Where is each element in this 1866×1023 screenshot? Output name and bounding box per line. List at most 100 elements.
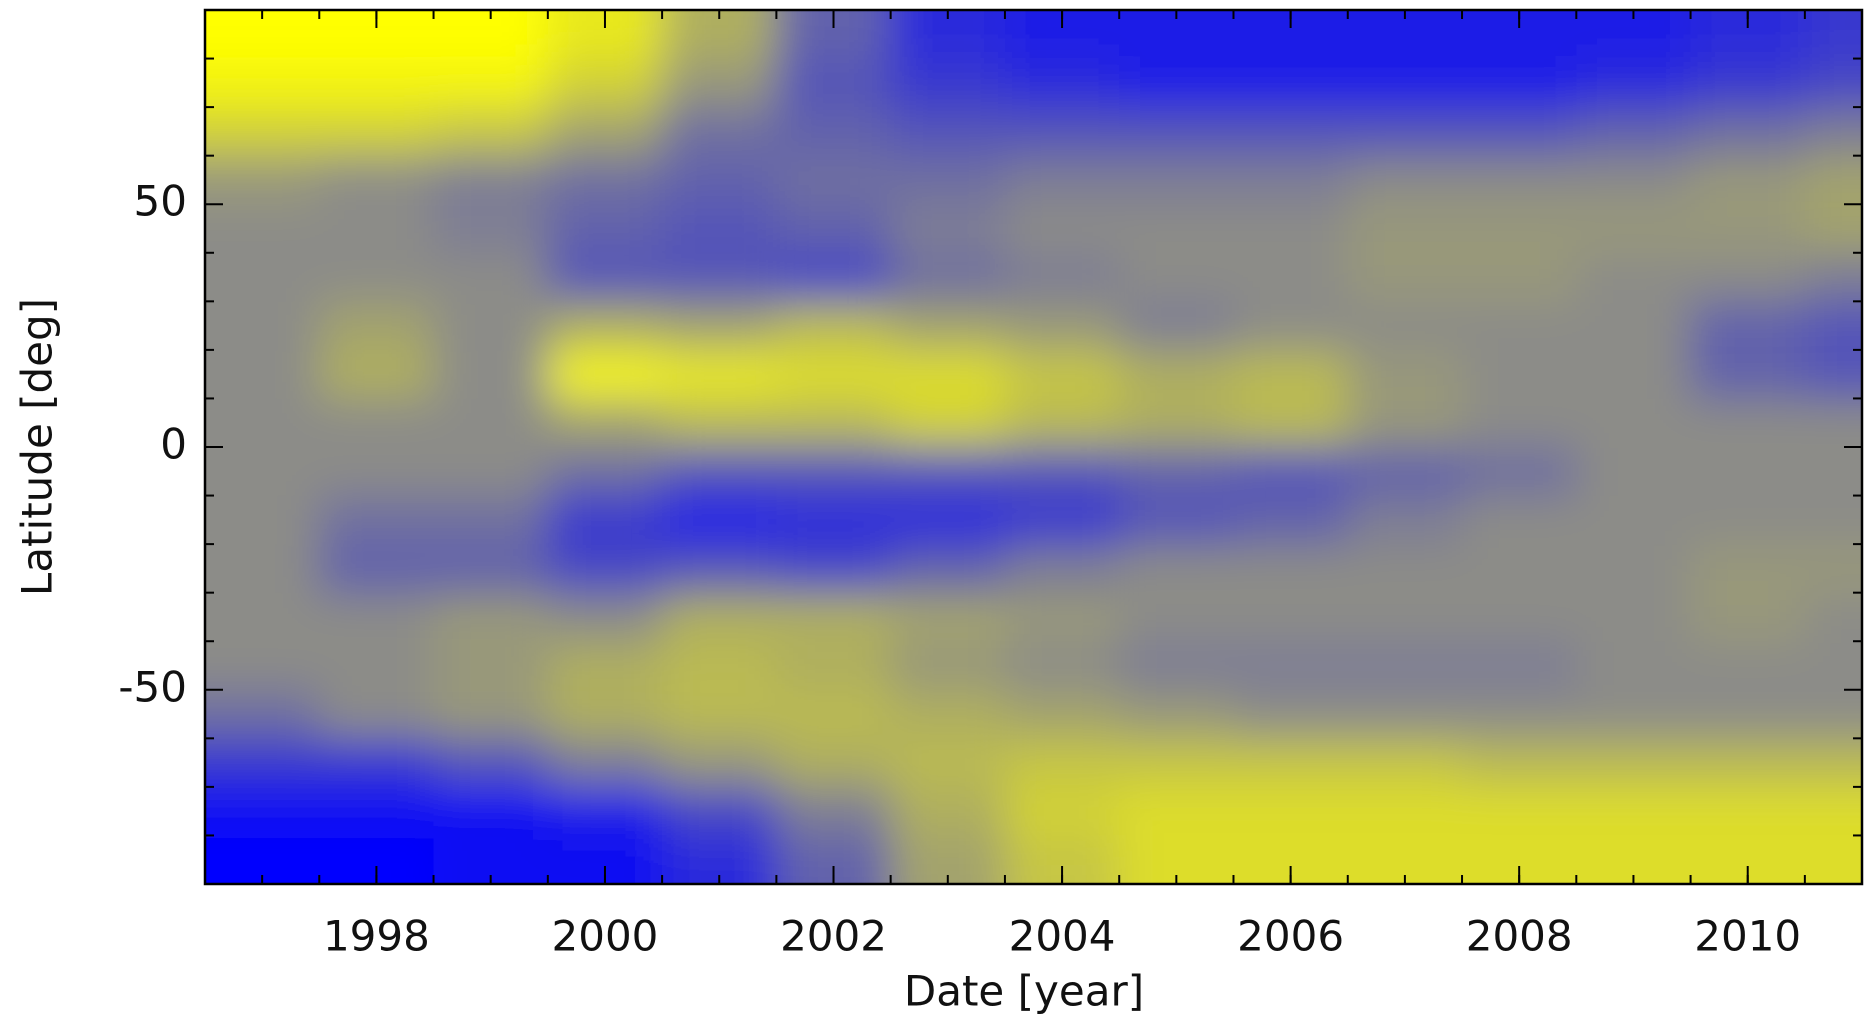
- heatmap-cell: [776, 155, 892, 205]
- heatmap-cell: [205, 58, 320, 108]
- heatmap-cell: [1462, 689, 1577, 739]
- heatmap-cell: [1576, 155, 1692, 205]
- heatmap-cell: [1462, 252, 1577, 302]
- heatmap-cell: [890, 689, 1006, 739]
- heatmap-cell: [1462, 398, 1577, 448]
- heatmap-cell: [433, 689, 549, 739]
- heatmap-cell: [1233, 447, 1349, 497]
- heatmap-cell: [890, 349, 1006, 399]
- heatmap-cell: [1119, 544, 1234, 594]
- heatmap-cell: [1690, 107, 1806, 157]
- heatmap-cell: [890, 447, 1006, 497]
- heatmap-cell: [433, 349, 549, 399]
- heatmap-cell: [1119, 155, 1234, 205]
- heatmap-cell: [319, 447, 435, 497]
- heatmap-cell: [1119, 58, 1234, 108]
- heatmap-cell: [547, 447, 663, 497]
- heatmap-cell: [1119, 738, 1234, 788]
- heatmap-cell: [1690, 689, 1806, 739]
- y-tick-label: 50: [134, 177, 187, 226]
- heatmap-cell: [433, 738, 549, 788]
- heatmap-cells: [205, 10, 1862, 884]
- heatmap-cell: [1576, 204, 1692, 254]
- heatmap-cell: [1119, 689, 1234, 739]
- heatmap-cell: [1119, 398, 1234, 448]
- heatmap-cell: [890, 786, 1006, 836]
- heatmap-cell: [776, 786, 892, 836]
- heatmap-cell: [662, 447, 777, 497]
- heatmap-cell: [547, 786, 663, 836]
- heatmap-cell: [1233, 204, 1349, 254]
- heatmap-cell: [1690, 349, 1806, 399]
- heatmap-cell: [1804, 252, 1862, 302]
- heatmap-cell: [433, 398, 549, 448]
- heatmap-cell: [1119, 301, 1234, 351]
- heatmap-cell: [1233, 786, 1349, 836]
- heatmap-cell: [776, 738, 892, 788]
- heatmap-cell: [1347, 349, 1463, 399]
- heatmap-cell: [1690, 252, 1806, 302]
- heatmap-cell: [433, 301, 549, 351]
- heatmap-cell: [1576, 786, 1692, 836]
- heatmap-cell: [890, 738, 1006, 788]
- heatmap-cell: [1576, 107, 1692, 157]
- heatmap-cell: [1576, 592, 1692, 642]
- heatmap-cell: [1119, 835, 1234, 884]
- heatmap-cell: [205, 107, 320, 157]
- heatmap-cell: [1690, 641, 1806, 691]
- heatmap-cell: [662, 592, 777, 642]
- heatmap-cell: [1119, 107, 1234, 157]
- heatmap-cell: [433, 155, 549, 205]
- heatmap-cell: [1690, 738, 1806, 788]
- heatmap-cell: [662, 204, 777, 254]
- heatmap-cell: [776, 592, 892, 642]
- heatmap-cell: [1347, 58, 1463, 108]
- heatmap-cell: [776, 398, 892, 448]
- heatmap-cell: [1576, 738, 1692, 788]
- heatmap-cell: [205, 349, 320, 399]
- heatmap-cell: [319, 155, 435, 205]
- heatmap-cell: [1004, 738, 1120, 788]
- heatmap-cell: [1119, 786, 1234, 836]
- heatmap-cell: [1690, 398, 1806, 448]
- heatmap-cell: [1233, 544, 1349, 594]
- heatmap-cell: [1347, 544, 1463, 594]
- heatmap-cell: [547, 252, 663, 302]
- heatmap-cell: [1690, 447, 1806, 497]
- heatmap-cell: [319, 592, 435, 642]
- heatmap-cell: [1004, 398, 1120, 448]
- heatmap-cell: [1462, 592, 1577, 642]
- heatmap-cell: [1004, 689, 1120, 739]
- x-tick-label: 2006: [1237, 912, 1344, 961]
- heatmap-cell: [776, 204, 892, 254]
- heatmap-cell: [547, 107, 663, 157]
- heatmap-cell: [205, 155, 320, 205]
- heatmap-cell: [662, 349, 777, 399]
- heatmap-cell: [662, 301, 777, 351]
- heatmap-cell: [1462, 301, 1577, 351]
- heatmap-cell: [662, 495, 777, 545]
- heatmap-cell: [1804, 786, 1862, 836]
- y-tick-label: 0: [160, 420, 187, 469]
- heatmap-cell: [890, 592, 1006, 642]
- heatmap-cell: [433, 107, 549, 157]
- x-tick-label: 2000: [552, 912, 659, 961]
- heatmap-cell: [1804, 738, 1862, 788]
- heatmap-cell: [1004, 495, 1120, 545]
- heatmap-cell: [1119, 641, 1234, 691]
- heatmap-cell: [776, 447, 892, 497]
- heatmap-cell: [1347, 398, 1463, 448]
- heatmap-cell: [1804, 58, 1862, 108]
- heatmap-cell: [205, 447, 320, 497]
- heatmap-cell: [1690, 544, 1806, 594]
- heatmap-cell: [547, 58, 663, 108]
- heatmap-cell: [1119, 592, 1234, 642]
- heatmap-cell: [1347, 155, 1463, 205]
- heatmap-cell: [1004, 447, 1120, 497]
- heatmap-cell: [890, 155, 1006, 205]
- heatmap-cell: [319, 689, 435, 739]
- x-tick-label: 2004: [1009, 912, 1116, 961]
- heatmap-cell: [547, 495, 663, 545]
- heatmap-cell: [1804, 447, 1862, 497]
- heatmap-cell: [662, 738, 777, 788]
